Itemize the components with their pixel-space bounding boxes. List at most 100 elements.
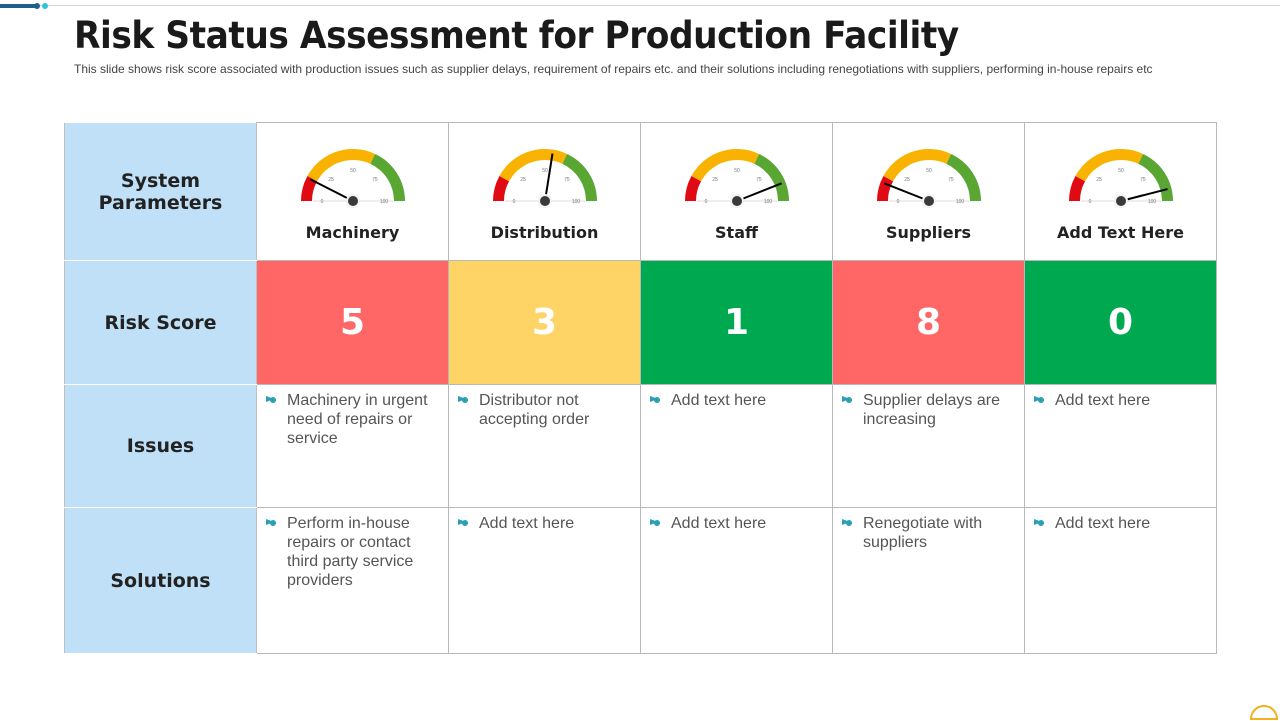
gauge-band [877, 175, 894, 201]
solution-text: Perform in-house repairs or contact thir… [287, 515, 414, 589]
gauge-tick-label: 25 [712, 177, 718, 183]
gauge-band [307, 149, 376, 182]
gauge-tick-label: 100 [764, 199, 773, 205]
risk-score: 0 [1024, 260, 1217, 385]
risk-score: 1 [640, 260, 833, 385]
risk-gauge: 0 25 50 75 100 [493, 149, 597, 208]
bullet-icon [458, 519, 468, 526]
gauge-band [562, 153, 597, 201]
gauge-band [883, 149, 952, 182]
issue-item: Machinery in urgent need of repairs or s… [257, 385, 448, 448]
gauge-tick-label: 100 [380, 199, 389, 205]
gauge-tick-label: 25 [1096, 177, 1102, 183]
gauge-band [499, 149, 568, 182]
gauge-needle [1120, 188, 1168, 202]
issue-text: Distributor not accepting order [479, 392, 590, 428]
gauge-tick-label: 100 [956, 199, 965, 205]
gauge-tick-label: 0 [513, 199, 516, 205]
gauge-icon [1249, 705, 1279, 720]
gauge-needle [544, 153, 554, 202]
gauge-tick-label: 50 [350, 168, 356, 174]
gauge-needle [884, 182, 930, 202]
gauge-tick-label: 50 [1118, 168, 1124, 174]
gauge-tick-label: 75 [564, 177, 570, 183]
gauge-tick-label: 0 [321, 199, 324, 205]
gauge-tick-label: 100 [572, 199, 581, 205]
solution-cell: Add text here [448, 507, 641, 654]
solution-cell: Renegotiate with suppliers [832, 507, 1025, 654]
bullet-icon [842, 519, 852, 526]
risk-score: 3 [448, 260, 641, 385]
risk-gauge: 0 25 50 75 100 [877, 149, 981, 208]
risk-gauge: 0 25 50 75 100 [685, 149, 789, 208]
bullet-icon [1034, 396, 1044, 403]
gauge-tick-label: 75 [756, 177, 762, 183]
issue-cell: Add text here [1024, 384, 1217, 508]
issue-text: Add text here [1055, 392, 1151, 409]
issue-item: Supplier delays are increasing [833, 385, 1024, 429]
bullet-icon [650, 396, 660, 403]
gauge-tick-label: 75 [372, 177, 378, 183]
bullet-icon [842, 396, 852, 403]
risk-score: 5 [256, 260, 449, 385]
gauge-cell: 0 25 50 75 100 Staff [640, 122, 833, 261]
page-title: Risk Status Assessment for Production Fa… [74, 14, 959, 57]
solution-item: Add text here [1025, 508, 1216, 533]
issue-text: Add text here [671, 392, 767, 409]
solution-text: Add text here [479, 515, 575, 532]
issue-item: Distributor not accepting order [449, 385, 640, 429]
gauge-tick-label: 25 [520, 177, 526, 183]
parameter-name: Add Text Here [1056, 223, 1185, 242]
row-header-risk-score: Risk Score [64, 260, 257, 385]
risk-gauge: 0 25 50 75 100 [301, 149, 405, 208]
gauge-hub [730, 194, 744, 208]
solution-text: Renegotiate with suppliers [863, 515, 983, 551]
gauge-tick-label: 100 [1148, 199, 1157, 205]
top-divider [0, 5, 1280, 6]
solution-cell: Perform in-house repairs or contact thir… [256, 507, 449, 654]
gauge-band [691, 149, 760, 182]
gauge-tick-label: 50 [926, 168, 932, 174]
gauge-hub [922, 194, 936, 208]
gauge-tick-label: 0 [897, 199, 900, 205]
gauge-cell: 0 25 50 75 100 Machinery [256, 122, 449, 261]
issue-item: Add text here [1025, 385, 1216, 410]
gauge-cell: 0 25 50 75 100 Add Text Here [1024, 122, 1217, 261]
row-header-solutions: Solutions [64, 507, 257, 654]
gauge-tick-label: 75 [948, 177, 954, 183]
issue-text: Machinery in urgent need of repairs or s… [287, 392, 428, 447]
gauge-band [685, 175, 702, 201]
gauge-band [1075, 149, 1144, 182]
gauge-cell: 0 25 50 75 100 Distribution [448, 122, 641, 261]
solution-item: Add text here [449, 508, 640, 533]
gauge-tick-label: 25 [328, 177, 334, 183]
solution-text: Add text here [671, 515, 767, 532]
gauge-hub [346, 194, 360, 208]
issue-cell: Supplier delays are increasing [832, 384, 1025, 508]
gauge-band [754, 153, 789, 201]
risk-gauge: 0 25 50 75 100 [1069, 149, 1173, 208]
gauge-hub [1114, 194, 1128, 208]
gauge-tick-label: 50 [734, 168, 740, 174]
parameter-name: Machinery [305, 223, 400, 242]
bullet-icon [650, 519, 660, 526]
risk-score: 8 [832, 260, 1025, 385]
gauge-cell: 0 25 50 75 100 Suppliers [832, 122, 1025, 261]
page-subtitle: This slide shows risk score associated w… [74, 62, 1153, 76]
parameter-name: Distribution [490, 223, 599, 242]
bullet-icon [266, 396, 276, 403]
gauge-needle [309, 178, 354, 202]
row-header-system-parameters: System Parameters [64, 122, 257, 261]
solution-item: Renegotiate with suppliers [833, 508, 1024, 552]
gauge-tick-label: 25 [904, 177, 910, 183]
top-accent-bar [0, 4, 36, 8]
issue-cell: Add text here [640, 384, 833, 508]
risk-table: System Parameters 0 25 50 75 100 Machinery 0 25 5… [64, 122, 1217, 654]
solution-cell: Add text here [640, 507, 833, 654]
bullet-icon [458, 396, 468, 403]
issue-text: Supplier delays are increasing [863, 392, 1000, 428]
solution-item: Perform in-house repairs or contact thir… [257, 508, 448, 590]
solution-cell: Add text here [1024, 507, 1217, 654]
gauge-tick-label: 0 [705, 199, 708, 205]
gauge-hub [538, 194, 552, 208]
